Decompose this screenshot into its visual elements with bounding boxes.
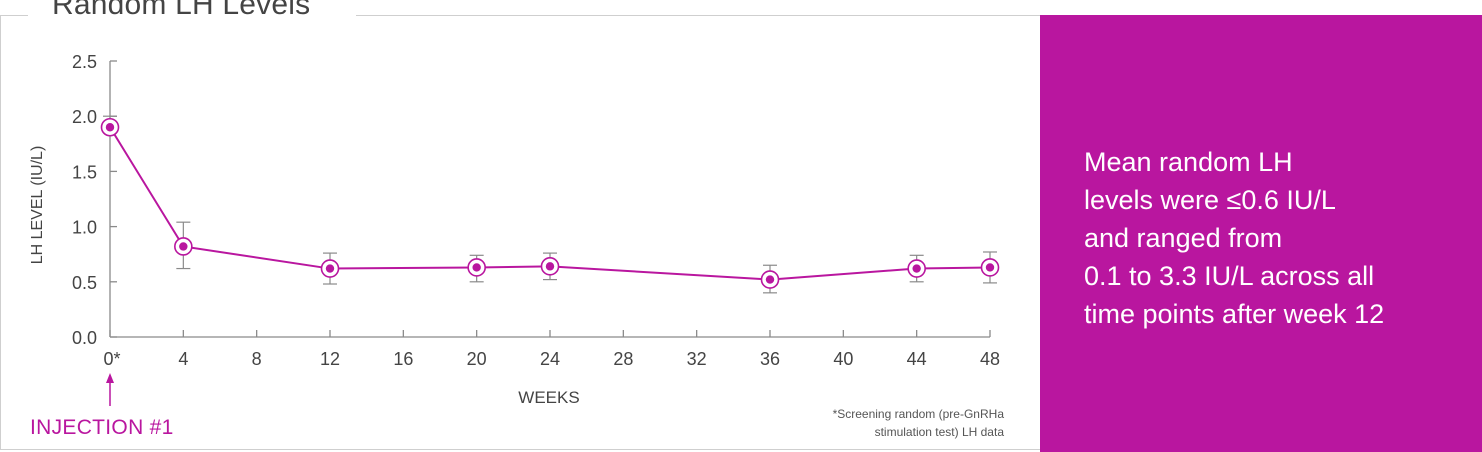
data-point <box>765 275 775 284</box>
x-tick-label: 44 <box>907 349 927 369</box>
x-tick-label: 36 <box>760 349 780 369</box>
footnote-line-2: stimulation test) LH data <box>874 425 1004 439</box>
y-tick-label: 0.0 <box>72 328 97 348</box>
y-tick-label: 1.0 <box>72 218 97 238</box>
series-line <box>109 126 991 281</box>
footnote-line-1: *Screening random (pre-GnRHa <box>832 407 1004 421</box>
y-tick-label: 2.5 <box>72 52 97 72</box>
callout-box: Mean random LH levels were ≤0.6 IU/L and… <box>1040 15 1482 452</box>
x-tick-label: 12 <box>320 349 340 369</box>
callout-line-3: and ranged from <box>1084 223 1283 253</box>
y-tick-label: 2.0 <box>72 107 97 127</box>
x-tick-label: 32 <box>687 349 707 369</box>
x-tick-label: 8 <box>252 349 262 369</box>
lh-level-line-chart: 0.00.51.01.52.02.50* 4 8 12 16 20 24 28 32 36 40 44… <box>29 52 1000 407</box>
x-tick-label: 4 <box>178 349 188 369</box>
y-tick-label: 0.5 <box>72 273 97 293</box>
data-point <box>545 262 555 271</box>
chart-title: Random LH Levels <box>40 0 323 22</box>
callout-line-2: levels were ≤0.6 IU/L <box>1084 185 1336 215</box>
callout-line-4: 0.1 to 3.3 IU/L across all <box>1084 261 1375 291</box>
data-point <box>472 263 481 272</box>
data-point <box>179 242 188 251</box>
frame-border-left <box>0 15 1 450</box>
injection-label: INJECTION #1 <box>30 416 174 439</box>
frame-border-bottom <box>0 449 1040 450</box>
y-axis-label: LH LEVEL (IU/L) <box>29 146 46 265</box>
x-tick-label: 0* <box>103 349 120 369</box>
x-tick-label: 40 <box>833 349 853 369</box>
data-point <box>912 264 921 273</box>
data-point <box>325 264 335 273</box>
frame-border-top-right <box>356 15 1040 16</box>
callout-line-1: Mean random LH <box>1084 147 1293 177</box>
x-tick-label: 20 <box>467 349 487 369</box>
data-point <box>105 123 115 132</box>
data-point <box>985 263 995 272</box>
x-tick-label: 48 <box>980 349 1000 369</box>
callout-text: Mean random LH levels were ≤0.6 IU/L and… <box>1084 143 1454 333</box>
x-tick-label: 28 <box>613 349 633 369</box>
y-tick-label: 1.5 <box>72 162 97 182</box>
x-axis-label: WEEKS <box>518 388 579 407</box>
callout-line-5: time points after week 12 <box>1084 299 1385 329</box>
x-tick-label: 16 <box>393 349 413 369</box>
footnote: *Screening random (pre-GnRHa stimulation… <box>684 405 1004 441</box>
injection-arrow-head <box>106 373 114 383</box>
x-tick-label: 24 <box>540 349 560 369</box>
frame-border-top-left <box>0 15 28 16</box>
